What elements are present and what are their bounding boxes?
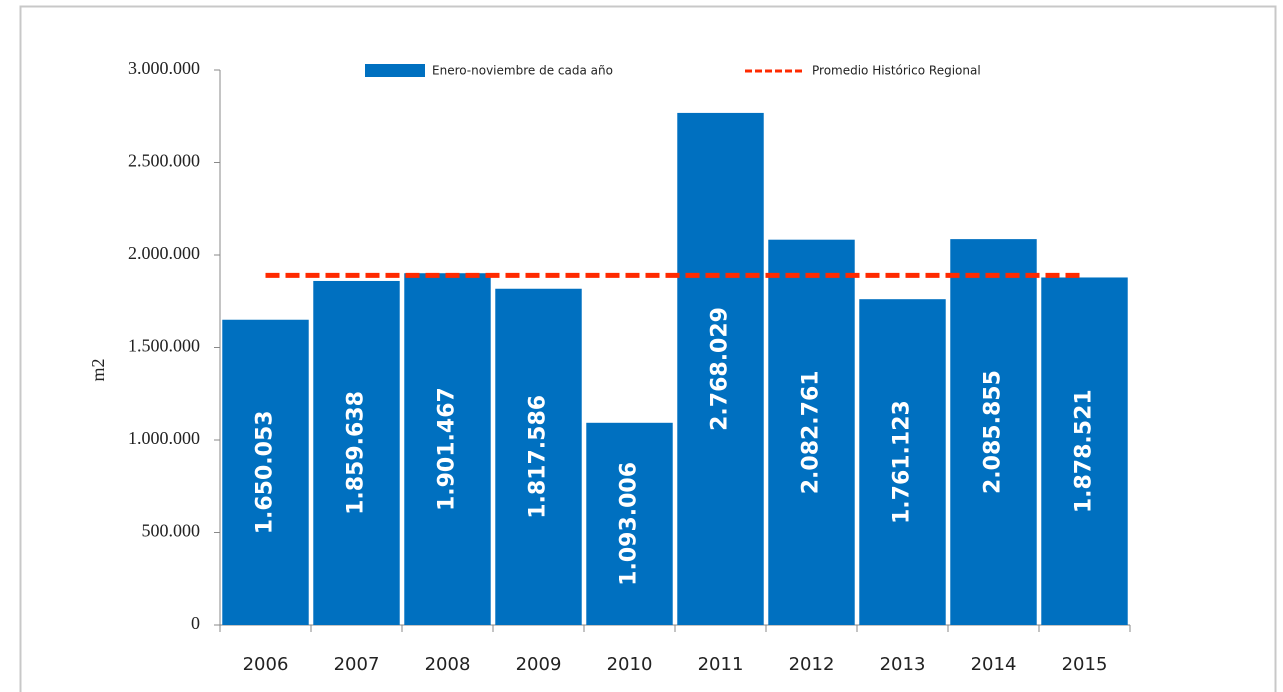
value-label: 2.768.029 — [708, 307, 733, 431]
legend-label: Promedio Histórico Regional — [812, 64, 981, 78]
value-label: 2.085.855 — [981, 370, 1006, 494]
x-tick-label: 2009 — [516, 654, 562, 675]
bar — [768, 239, 855, 625]
y-tick-label: 2.500.000 — [128, 151, 200, 171]
bar — [222, 319, 309, 625]
y-tick-label: 3.000.000 — [128, 58, 200, 78]
legend-swatch — [365, 64, 425, 77]
value-label: 1.878.521 — [1072, 389, 1097, 513]
y-tick-label: 2.000.000 — [128, 243, 200, 263]
value-label: 2.082.761 — [799, 370, 824, 494]
value-label: 1.761.123 — [890, 400, 915, 524]
bar — [859, 299, 946, 625]
value-label: 1.093.006 — [617, 462, 642, 586]
x-tick-label: 2006 — [243, 654, 289, 675]
y-tick-label: 0 — [191, 613, 200, 633]
x-tick-label: 2008 — [425, 654, 471, 675]
x-tick-label: 2012 — [789, 654, 835, 675]
legend-label: Enero-noviembre de cada año — [432, 64, 613, 78]
y-axis-label: m2 — [88, 358, 108, 381]
y-tick-label: 500.000 — [142, 521, 201, 541]
value-label: 1.901.467 — [435, 387, 460, 511]
value-label: 1.650.053 — [253, 410, 278, 534]
bar — [586, 422, 673, 625]
bar — [495, 288, 582, 625]
value-label: 1.859.638 — [344, 391, 369, 515]
x-tick-label: 2015 — [1062, 654, 1108, 675]
x-tick-label: 2011 — [698, 654, 744, 675]
bar — [677, 112, 764, 626]
bar — [950, 239, 1037, 625]
x-tick-label: 2014 — [971, 654, 1017, 675]
bar — [1041, 277, 1128, 625]
frame — [19, 5, 1277, 692]
value-label: 1.817.586 — [526, 395, 551, 519]
bar — [313, 280, 400, 625]
y-tick-label: 1.500.000 — [128, 336, 200, 356]
x-tick-label: 2013 — [880, 654, 926, 675]
y-tick-label: 1.000.000 — [128, 428, 200, 448]
bar — [404, 273, 491, 625]
x-tick-label: 2010 — [607, 654, 653, 675]
x-tick-label: 2007 — [334, 654, 380, 675]
